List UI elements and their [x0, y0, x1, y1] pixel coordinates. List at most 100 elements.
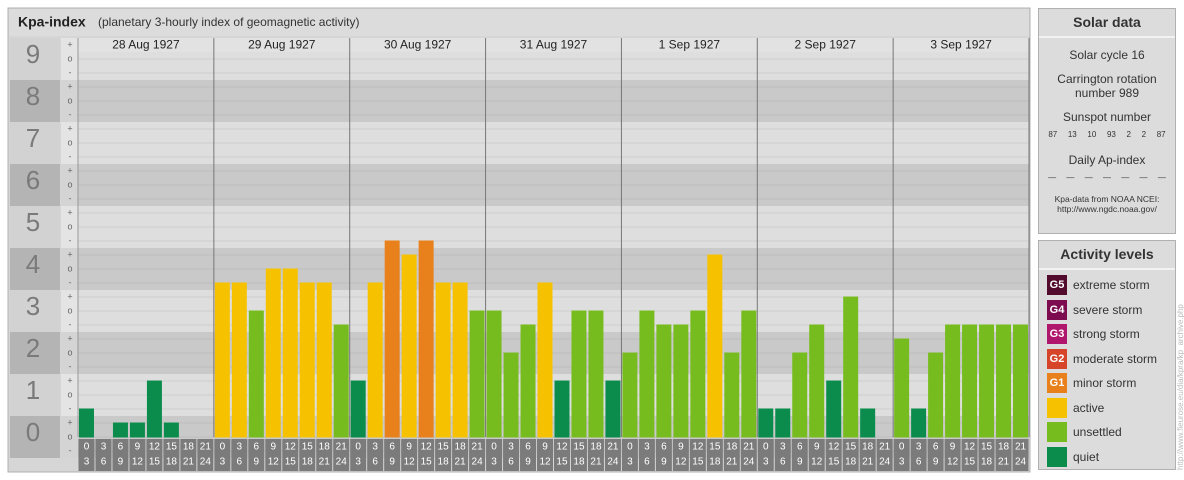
hour-cell: [231, 439, 248, 471]
sublevel-label: o: [67, 179, 72, 189]
date-header: [349, 38, 486, 52]
date-label: 29 Aug 1927: [248, 38, 316, 52]
hour-cell: [689, 439, 706, 471]
hour-label: 0: [899, 442, 905, 453]
sublevel-cell: [61, 80, 78, 122]
level-cell: [10, 332, 60, 374]
legend-swatch: G4: [1047, 299, 1067, 320]
hour-label: 18: [981, 457, 993, 468]
bar: [537, 282, 553, 438]
sublevel-label: o: [67, 53, 72, 63]
hour-cell: [316, 439, 333, 471]
hour-label: 18: [862, 442, 874, 453]
sublevel-cell: [61, 248, 78, 290]
ap-row: — — — — — — —: [1043, 173, 1171, 182]
sunspot-value: 87: [1048, 130, 1058, 139]
ap-title: Daily Ap-index: [1068, 153, 1146, 167]
hour-label: 21: [607, 442, 619, 453]
hour-label: 18: [573, 457, 585, 468]
hour-label: 6: [237, 457, 243, 468]
hour-cell: [808, 439, 825, 471]
hour-label: 24: [607, 457, 619, 468]
legend-label: quiet: [1073, 449, 1100, 464]
hour-label: 9: [797, 457, 803, 468]
hour-cell: [418, 439, 435, 471]
legend-label: unsettled: [1073, 425, 1122, 439]
hour-cell: [146, 439, 163, 471]
level-cell: [10, 164, 60, 206]
hour-label: 15: [964, 457, 976, 468]
bar: [843, 296, 859, 438]
hour-label: 9: [271, 442, 277, 453]
hour-label: 24: [472, 457, 484, 468]
date-label: 31 Aug 1927: [520, 38, 588, 52]
sublevel-label: o: [67, 305, 72, 315]
hour-label: 3: [355, 457, 361, 468]
sublevel-cell: [61, 164, 78, 206]
sublevel-label: o: [67, 221, 72, 231]
bar: [979, 324, 995, 438]
legend-item: G2 moderate storm: [1047, 348, 1158, 369]
hour-label: 15: [285, 457, 297, 468]
hour-cell: [435, 439, 452, 471]
hour-label: 12: [692, 442, 704, 453]
hour-label: 12: [539, 457, 551, 468]
sublevel-label: -: [69, 361, 72, 371]
bar: [435, 282, 451, 438]
hour-label: 15: [692, 457, 704, 468]
hour-label: 18: [726, 442, 738, 453]
hour-label: 21: [1015, 442, 1027, 453]
legend-item: G1 minor storm: [1047, 373, 1136, 393]
sublevel-label: +: [67, 81, 72, 91]
legend-label: strong storm: [1073, 327, 1140, 341]
legend-item: G3 strong storm: [1047, 324, 1140, 344]
bar: [503, 352, 519, 438]
sunspot-row: 87 13 10 93 2 2 87: [1043, 130, 1171, 139]
hour-cell: [604, 439, 621, 471]
bar: [894, 338, 910, 438]
hour-label: 15: [556, 457, 568, 468]
bar: [911, 408, 927, 438]
legend-item: unsettled: [1047, 422, 1122, 442]
bar: [350, 380, 366, 438]
y-tick-label: 6: [26, 165, 40, 195]
hour-label: 9: [542, 442, 548, 453]
y-tick-label: 2: [26, 333, 40, 363]
date-header: [213, 38, 350, 52]
legend-label: moderate storm: [1073, 351, 1158, 366]
bar: [486, 310, 502, 438]
hour-label: 18: [590, 442, 602, 453]
hour-label: 12: [149, 442, 161, 453]
bar: [520, 324, 536, 438]
ap-value: —: [1066, 173, 1075, 182]
bar: [758, 408, 774, 438]
hour-label: 21: [590, 457, 602, 468]
sunspot-title: Sunspot number: [1062, 110, 1152, 124]
bar: [112, 422, 128, 438]
ap-value: —: [1157, 173, 1166, 182]
sublevel-label: +: [67, 249, 72, 259]
sublevel-cell: [61, 206, 78, 248]
bar: [588, 310, 604, 438]
hour-label: 18: [845, 457, 857, 468]
bar: [792, 352, 808, 438]
hour-label: 3: [627, 457, 633, 468]
hour-label: 9: [406, 442, 412, 453]
hour-label: 3: [84, 457, 90, 468]
hour-label: 9: [933, 457, 939, 468]
hour-cell: [265, 439, 282, 471]
legend-label: minor storm: [1073, 376, 1137, 390]
hour-cell: [774, 439, 791, 471]
hour-label: 15: [421, 457, 433, 468]
bar: [945, 324, 961, 438]
hour-label: 18: [319, 442, 331, 453]
chart-subtitle: (planetary 3-hourly index of geomagnetic…: [98, 15, 359, 29]
ap-value: —: [1121, 173, 1130, 182]
hour-cell: [197, 439, 214, 471]
hour-cell: [1012, 439, 1029, 471]
sublevel-label: +: [67, 417, 72, 427]
bar: [656, 324, 672, 438]
hour-label: 15: [828, 457, 840, 468]
hour-label: 15: [302, 442, 314, 453]
hour-label: 12: [947, 457, 959, 468]
